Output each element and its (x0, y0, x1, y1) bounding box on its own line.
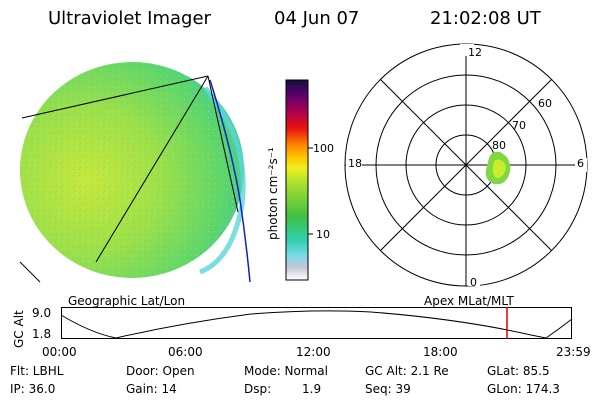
geo-grid-line (19, 261, 41, 283)
altitude-track (60, 307, 573, 339)
geo-grid-line (21, 75, 209, 119)
colorbar-units-label: photon cm⁻²s⁻¹ (266, 147, 280, 240)
seq-info: Seq: 39 (365, 382, 411, 396)
dsp-label: Dsp: (244, 382, 272, 396)
altitude-curve (60, 310, 573, 339)
geo-grid-line (207, 75, 239, 213)
gc-alt-tick-bottom: 1.8 (32, 327, 52, 341)
mlt-label-12: 12 (468, 46, 482, 59)
dsp-value: 1.9 (302, 382, 322, 396)
app-title: Ultraviolet Imager (48, 8, 211, 29)
date-label: 04 Jun 07 (274, 8, 360, 29)
mlt-label-18: 18 (348, 157, 362, 170)
glat-info: GLat: 85.5 (487, 364, 550, 378)
coastline (209, 79, 251, 283)
lat-label-70: 70 (512, 119, 526, 132)
mlt-label-6: 6 (577, 157, 584, 170)
gc-alt-tick-top: 9.0 (32, 306, 52, 320)
mode-info: Mode: Normal (244, 364, 328, 378)
polar-plot (344, 43, 588, 287)
colorbar-tick-100: 100 (313, 142, 334, 155)
ip-info: IP: 36.0 (10, 382, 56, 396)
gc-alt-axis-label: GC Alt (12, 310, 26, 348)
track-frame (61, 307, 572, 339)
time-tick-2359: 23:59 (556, 345, 591, 359)
mlt-label-0: 0 (470, 276, 477, 289)
time-tick-0600: 06:00 (168, 345, 203, 359)
geo-grid-line (95, 75, 209, 263)
color-bar (285, 79, 313, 281)
auroral-patch-core (492, 159, 506, 178)
earth-image (19, 62, 251, 283)
lat-label-80: 80 (492, 139, 506, 152)
time-tick-0000: 00:00 (42, 345, 77, 359)
mlt-meridian (380, 79, 552, 251)
lat-label-60: 60 (538, 97, 552, 110)
geo-latlon-label: Geographic Lat/Lon (68, 294, 186, 308)
colorbar-tick-10: 10 (316, 228, 330, 241)
gc-alt-info: GC Alt: 2.1 Re (365, 364, 449, 378)
door-info: Door: Open (126, 364, 195, 378)
earth-limb-edge (199, 86, 246, 275)
gain-info: Gain: 14 (126, 382, 177, 396)
earth-disk-texture (20, 62, 244, 278)
time-tick-1200: 12:00 (296, 345, 331, 359)
time-tick-1800: 18:00 (423, 345, 458, 359)
filter-info: Flt: LBHL (10, 364, 64, 378)
glon-info: GLon: 174.3 (487, 382, 560, 396)
apex-mlat-mlt-label: Apex MLat/MLT (424, 294, 514, 308)
time-label: 21:02:08 UT (430, 8, 541, 29)
